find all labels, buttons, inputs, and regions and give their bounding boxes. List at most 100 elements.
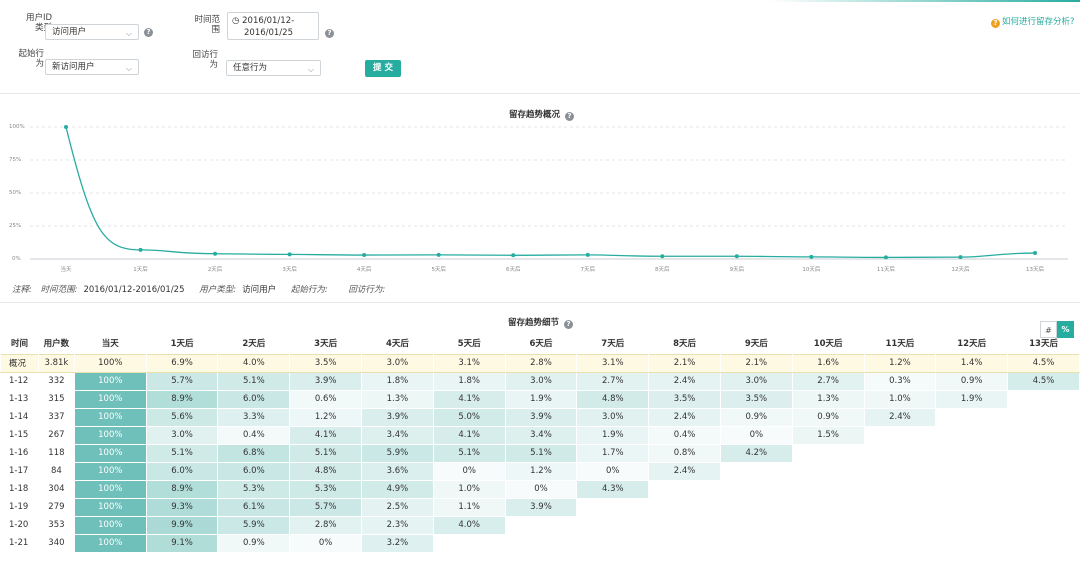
retention-cell: 3.2% bbox=[361, 533, 434, 553]
empty-cell bbox=[791, 479, 865, 499]
data-point bbox=[64, 125, 68, 129]
divider bbox=[0, 93, 1080, 94]
user-count: 353 bbox=[37, 515, 75, 535]
retention-line bbox=[65, 126, 1036, 259]
start-action-label: 起始行 为 bbox=[18, 49, 44, 69]
x-tick-label: 1天后 bbox=[133, 267, 148, 273]
empty-cell bbox=[719, 515, 793, 535]
data-point bbox=[883, 255, 888, 260]
help-icon[interactable]: ? bbox=[144, 28, 153, 37]
chevron-down-icon: ⌵ bbox=[125, 64, 132, 73]
retention-cell: 6.9% bbox=[145, 353, 219, 373]
retention-cell: 100% bbox=[73, 371, 147, 391]
table-row: 1-17 84 100% 6.0% 6.0% 4.8% 3.6% 0% 1.2% 0% 2.4% bbox=[0, 461, 1080, 481]
toggle-percent-button[interactable]: % bbox=[1057, 321, 1074, 338]
empty-cell bbox=[935, 425, 1009, 445]
retention-cell: 4.0% bbox=[217, 353, 291, 373]
empty-cell bbox=[576, 515, 650, 535]
retention-cell: 1.6% bbox=[791, 353, 865, 373]
data-point bbox=[585, 252, 590, 257]
user-count: 340 bbox=[37, 533, 75, 553]
column-header: 11天后 bbox=[885, 338, 915, 349]
x-tick-label: 12天后 bbox=[951, 267, 970, 273]
table-row: 1-12 332 100% 5.7% 5.1% 3.9% 1.8% 1.8% 3.0% 2.7% 2… bbox=[0, 371, 1080, 391]
chevron-down-icon: ⌵ bbox=[125, 29, 132, 38]
help-icon[interactable]: ? bbox=[325, 29, 334, 38]
retention-cell: 2.5% bbox=[361, 497, 434, 517]
retention-cell: 2.7% bbox=[791, 371, 865, 391]
retention-cell: 2.4% bbox=[648, 407, 721, 427]
empty-cell bbox=[1007, 389, 1080, 409]
retention-cell: 5.9% bbox=[217, 515, 291, 535]
column-header: 用户数 bbox=[43, 338, 70, 349]
chevron-down-icon: ⌵ bbox=[307, 65, 314, 74]
retention-cell: 100% bbox=[73, 389, 147, 409]
overview-chart bbox=[30, 125, 1068, 260]
table-row: 1-13 315 100% 8.9% 6.0% 0.6% 1.3% 4.1% 1.9% 4.8% 3… bbox=[0, 389, 1080, 409]
empty-cell bbox=[719, 533, 793, 553]
retention-cell: 3.0% bbox=[145, 425, 219, 445]
retention-cell: 1.5% bbox=[791, 425, 865, 445]
user-count: 3.81k bbox=[37, 353, 75, 373]
retention-cell: 5.3% bbox=[217, 479, 291, 499]
retention-cell: 4.9% bbox=[361, 479, 434, 499]
user-id-type-select[interactable]: 访问用户 ⌵ bbox=[45, 24, 139, 40]
help-icon[interactable]: ? bbox=[563, 320, 573, 329]
time-range-picker[interactable]: ◷ 2016/01/12- 2016/01/25 bbox=[227, 12, 319, 40]
column-header: 6天后 bbox=[529, 338, 553, 349]
retention-cell: 5.0% bbox=[432, 407, 506, 427]
empty-cell bbox=[935, 515, 1009, 535]
help-icon[interactable]: ? bbox=[564, 112, 574, 121]
retention-cell: 1.0% bbox=[432, 479, 506, 499]
retention-cell: 6.0% bbox=[217, 461, 291, 481]
row-date: 1-20 bbox=[0, 515, 39, 535]
x-tick-label: 7天后 bbox=[580, 267, 596, 273]
empty-cell bbox=[791, 443, 865, 463]
empty-cell bbox=[935, 479, 1009, 499]
user-count: 84 bbox=[37, 461, 75, 481]
x-tick-label: 3天后 bbox=[282, 267, 297, 273]
retention-cell: 1.2% bbox=[863, 353, 937, 373]
empty-cell bbox=[432, 533, 506, 553]
retention-cell: 100% bbox=[73, 443, 147, 463]
submit-button[interactable]: 提 交 bbox=[365, 60, 401, 77]
column-header: 9天后 bbox=[744, 338, 768, 349]
data-point bbox=[958, 255, 963, 260]
column-header: 4天后 bbox=[385, 338, 409, 349]
y-tick-label: 100% bbox=[9, 124, 25, 130]
empty-cell bbox=[1007, 479, 1080, 499]
user-count: 332 bbox=[37, 371, 75, 391]
data-point bbox=[1033, 251, 1037, 256]
empty-cell bbox=[1007, 497, 1080, 517]
retention-cell: 1.2% bbox=[289, 407, 363, 427]
empty-cell bbox=[935, 461, 1009, 481]
table-row: 1-19 279 100% 9.3% 6.1% 5.7% 2.5% 1.1% 3.9% bbox=[0, 497, 1080, 517]
return-action-select[interactable]: 任意行为 ⌵ bbox=[226, 60, 321, 76]
retention-cell: 3.9% bbox=[361, 407, 434, 427]
retention-cell: 9.1% bbox=[145, 533, 219, 553]
retention-cell: 0.9% bbox=[791, 407, 865, 427]
retention-cell: 6.8% bbox=[217, 443, 291, 463]
start-action-select[interactable]: 新访问用户 ⌵ bbox=[45, 59, 139, 75]
retention-cell: 1.1% bbox=[432, 497, 506, 517]
column-header: 2天后 bbox=[242, 338, 266, 349]
toggle-count-button[interactable]: # bbox=[1040, 321, 1057, 338]
retention-cell: 0% bbox=[719, 425, 793, 445]
retention-cell: 100% bbox=[73, 515, 147, 535]
x-tick-label: 10天后 bbox=[802, 267, 821, 273]
retention-cell: 9.9% bbox=[145, 515, 219, 535]
empty-cell bbox=[719, 497, 793, 517]
empty-cell bbox=[719, 479, 793, 499]
x-tick-label: 11天后 bbox=[876, 267, 895, 273]
detail-title: 留存趋势细节 ? bbox=[508, 316, 573, 329]
retention-cell: 5.1% bbox=[217, 371, 291, 391]
retention-help-link[interactable]: ? 如何进行留存分析? bbox=[991, 15, 1075, 28]
retention-cell: 5.9% bbox=[361, 443, 434, 463]
retention-cell: 0.8% bbox=[648, 443, 721, 463]
x-tick-label: 13天后 bbox=[1026, 267, 1044, 273]
retention-cell: 0% bbox=[576, 461, 650, 481]
table-row: 1-18 304 100% 8.9% 5.3% 5.3% 4.9% 1.0% 0% 4.3% bbox=[0, 479, 1080, 499]
retention-cell: 4.5% bbox=[1007, 353, 1080, 373]
empty-cell bbox=[504, 533, 578, 553]
clock-icon: ◷ bbox=[232, 16, 240, 26]
